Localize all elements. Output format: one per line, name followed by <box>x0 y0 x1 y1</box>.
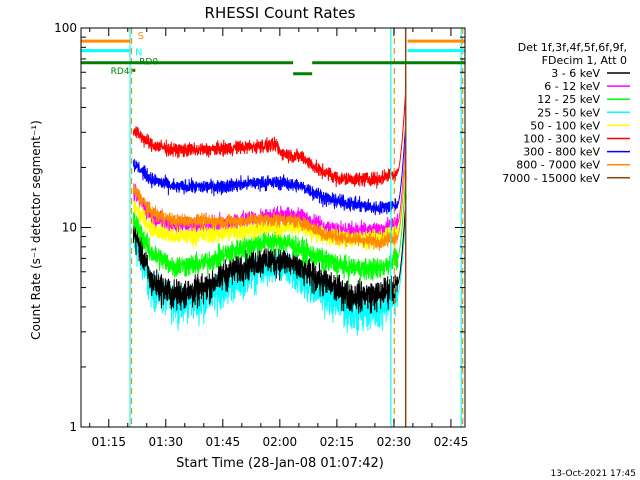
legend-entry-label: 25 - 50 keV <box>537 106 600 119</box>
timestamp: 13-Oct-2021 17:45 <box>551 469 636 479</box>
series-line-2 <box>133 170 407 285</box>
legend-entry-label: 6 - 12 keV <box>544 80 600 93</box>
legend-entry-label: 300 - 800 keV <box>523 146 600 159</box>
saa-label: S <box>138 31 144 42</box>
night-label: N <box>135 48 142 59</box>
y-tick-label-0: 1 <box>69 420 77 434</box>
x-tick-label-6: 02:45 <box>434 435 469 449</box>
legend-entry-label: 3 - 6 keV <box>551 67 600 80</box>
legend: Det 1f,3f,4f,5f,6f,9f,FDecim 1, Att 03 -… <box>502 41 630 185</box>
legend-entry-label: 100 - 300 keV <box>523 133 600 146</box>
chart-title: RHESSI Count Rates <box>205 4 356 22</box>
y-tick-label-2: 100 <box>54 21 77 35</box>
x-axis-label: Start Time (28-Jan-08 01:07:42) <box>176 456 384 471</box>
legend-entry-label: 50 - 100 keV <box>530 119 600 132</box>
rd0-label: RD0 <box>139 58 158 68</box>
x-tick-label-3: 02:00 <box>263 435 298 449</box>
series-line-6 <box>133 117 407 216</box>
y-axis-label: Count Rate (s⁻¹ detector segment⁻¹) <box>29 120 43 340</box>
series-layer <box>133 84 407 336</box>
axis-layer: 1 10 100 01:15 01:30 01:45 02:00 02:15 02:30 02:4… <box>54 21 468 449</box>
series-line-7 <box>133 148 407 251</box>
x-tick-label-0: 01:15 <box>91 435 126 449</box>
x-tick-label-5: 02:30 <box>377 435 412 449</box>
legend-entry-label: 12 - 25 keV <box>537 93 600 106</box>
series-line-5 <box>133 84 407 189</box>
legend-entry-label: 7000 - 15000 keV <box>502 172 600 185</box>
x-tick-label-2: 01:45 <box>206 435 241 449</box>
series-line-3 <box>133 207 407 336</box>
rd4-label: RD4 <box>111 67 130 77</box>
y-tick-label-1: 10 <box>62 221 77 235</box>
x-tick-label-4: 02:15 <box>320 435 355 449</box>
series-line-0 <box>133 196 407 314</box>
rd4-marker <box>132 68 136 72</box>
x-tick-label-1: 01:30 <box>148 435 183 449</box>
legend-entry-label: 800 - 7000 keV <box>516 159 600 172</box>
legend-header-0: Det 1f,3f,4f,5f,6f,9f, <box>518 41 627 54</box>
legend-header-1: FDecim 1, Att 0 <box>542 54 627 67</box>
